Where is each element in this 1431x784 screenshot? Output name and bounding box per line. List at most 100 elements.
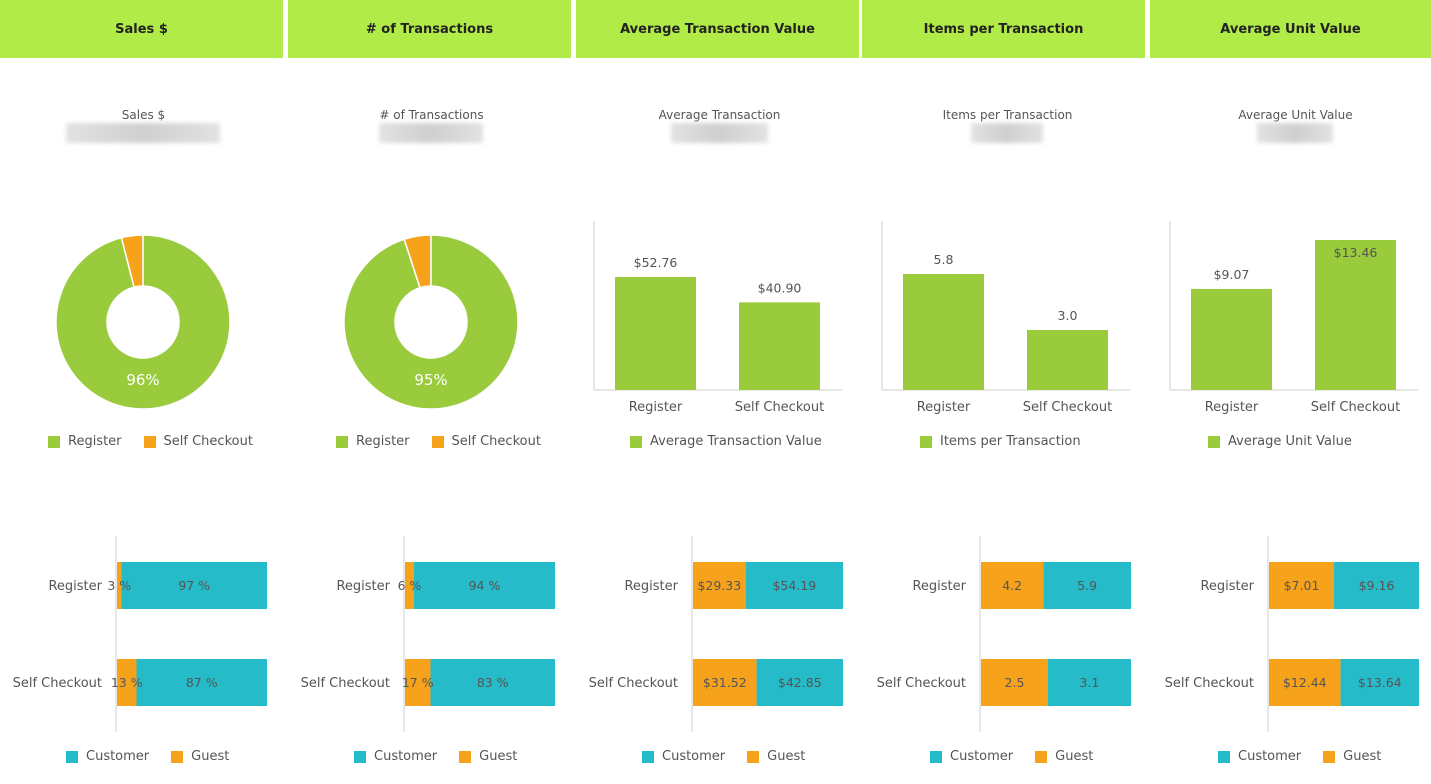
chart-legend: Items per Transaction bbox=[920, 434, 1081, 449]
stacked-segment-guest[interactable] bbox=[1269, 659, 1341, 706]
segment-label-guest: 17 % bbox=[402, 675, 434, 690]
bar-self-checkout[interactable] bbox=[739, 302, 820, 390]
stacked-segment-guest[interactable] bbox=[693, 562, 746, 609]
legend-label: Average Unit Value bbox=[1228, 434, 1352, 449]
legend-item[interactable]: Register bbox=[48, 434, 122, 449]
legend-swatch bbox=[1323, 750, 1336, 763]
legend-swatch bbox=[930, 750, 942, 763]
legend-label: Customer bbox=[950, 749, 1014, 764]
legend-swatch bbox=[1218, 750, 1230, 763]
stacked-bar-chart: Register $29.33 $54.19 Self Checkout $31.52 $… bbox=[589, 536, 843, 732]
stacked-bar-chart: Register $7.01 $9.16 Self Checkout $12.44 $13… bbox=[1165, 536, 1419, 732]
legend-swatch bbox=[143, 435, 156, 448]
stacked-segment-customer[interactable] bbox=[756, 659, 843, 706]
legend-item[interactable]: Average Transaction Value bbox=[630, 434, 822, 449]
kpi-value-redacted bbox=[971, 123, 1043, 143]
x-tick-label: Self Checkout bbox=[1311, 400, 1400, 415]
stacked-segment-guest[interactable] bbox=[117, 562, 122, 609]
legend-item[interactable]: Items per Transaction bbox=[920, 434, 1081, 449]
stacked-bar-chart: Register 3 % 97 % Self Checkout 13 % 87 % bbox=[13, 536, 268, 732]
legend-swatch bbox=[431, 435, 444, 448]
donut-center-label: 96% bbox=[126, 371, 159, 389]
y-tick-label: Register bbox=[48, 579, 102, 594]
bar-value-label: $13.46 bbox=[1334, 245, 1378, 260]
stacked-segment-customer[interactable] bbox=[136, 659, 268, 706]
legend-item[interactable]: Guest bbox=[171, 749, 229, 764]
segment-label-customer: 94 % bbox=[469, 578, 501, 593]
donut-center-label: 95% bbox=[414, 371, 447, 389]
stacked-legend: Customer Guest bbox=[354, 749, 517, 764]
bar-chart: $52.76 Register $40.90 Self Checkout bbox=[593, 221, 842, 415]
stacked-segment-guest[interactable] bbox=[981, 562, 1044, 609]
y-tick-label: Register bbox=[912, 579, 966, 594]
y-tick-label: Self Checkout bbox=[877, 676, 966, 691]
panel-header: Average Unit Value bbox=[1150, 0, 1431, 58]
legend-label: Guest bbox=[1343, 749, 1382, 764]
segment-label-customer: 97 % bbox=[178, 578, 210, 593]
stacked-segment-guest[interactable] bbox=[693, 659, 757, 706]
segment-label-guest: $31.52 bbox=[703, 675, 747, 690]
legend-swatch bbox=[171, 750, 184, 763]
bar-self-checkout[interactable] bbox=[1027, 330, 1108, 390]
stacked-segment-customer[interactable] bbox=[1043, 562, 1131, 609]
legend-item[interactable]: Guest bbox=[459, 749, 517, 764]
bar-self-checkout[interactable] bbox=[1315, 240, 1396, 390]
kpi-label: Average Unit Value bbox=[1238, 108, 1353, 122]
legend-item[interactable]: Guest bbox=[747, 749, 805, 764]
legend-item[interactable]: Customer bbox=[642, 749, 725, 764]
legend-item[interactable]: Guest bbox=[1323, 749, 1381, 764]
x-tick-label: Register bbox=[629, 400, 683, 415]
y-tick-label: Self Checkout bbox=[301, 676, 390, 691]
legend-item[interactable]: Customer bbox=[1218, 749, 1301, 764]
legend-item[interactable]: Customer bbox=[354, 749, 437, 764]
stacked-segment-guest[interactable] bbox=[117, 659, 137, 706]
stacked-segment-customer[interactable] bbox=[1340, 659, 1419, 706]
donut-slice-register[interactable] bbox=[55, 234, 231, 410]
stacked-segment-customer[interactable] bbox=[1047, 659, 1131, 706]
legend-item[interactable]: Average Unit Value bbox=[1208, 434, 1352, 449]
panel-column: Items per Transaction 5.8 Register 3.0 Self … bbox=[864, 58, 1151, 784]
legend-item[interactable]: Self Checkout bbox=[143, 434, 253, 449]
legend-swatch bbox=[920, 435, 932, 448]
stacked-segment-customer[interactable] bbox=[430, 659, 556, 706]
kpi-label: Sales $ bbox=[121, 108, 166, 122]
stacked-segment-customer[interactable] bbox=[414, 562, 555, 609]
segment-label-guest: 6 % bbox=[398, 578, 422, 593]
stacked-legend: Customer Guest bbox=[1218, 749, 1381, 764]
legend-item[interactable]: Self Checkout bbox=[431, 434, 541, 449]
panel-header: Sales $ bbox=[0, 0, 283, 58]
bar-register[interactable] bbox=[615, 276, 696, 390]
panel-column: Average Transaction $52.76 Register $40.90 S… bbox=[576, 58, 863, 784]
legend-item[interactable]: Register bbox=[336, 434, 410, 449]
segment-label-guest: 13 % bbox=[111, 675, 143, 690]
segment-label-guest: $29.33 bbox=[697, 578, 741, 593]
legend-swatch bbox=[66, 750, 78, 763]
donut-slice-register[interactable] bbox=[343, 234, 519, 410]
legend-label: Customer bbox=[86, 749, 150, 764]
bar-register[interactable] bbox=[1191, 288, 1272, 390]
y-tick-label: Register bbox=[1200, 579, 1254, 594]
kpi-value-redacted bbox=[1257, 123, 1333, 143]
legend-item[interactable]: Guest bbox=[1035, 749, 1093, 764]
panel-column: Average Unit Value $9.07 Register $13.46 Sel… bbox=[1152, 58, 1431, 784]
bar-value-label: $52.76 bbox=[634, 255, 678, 270]
bar-register[interactable] bbox=[903, 274, 984, 390]
stacked-segment-customer[interactable] bbox=[121, 562, 268, 609]
legend-label: Items per Transaction bbox=[940, 434, 1081, 449]
legend-label: Guest bbox=[767, 749, 806, 764]
stacked-legend: Customer Guest bbox=[642, 749, 805, 764]
stacked-segment-customer[interactable] bbox=[1334, 562, 1419, 609]
stacked-segment-guest[interactable] bbox=[405, 659, 431, 706]
kpi-label: Average Transaction bbox=[658, 108, 781, 122]
panel-header: Average Transaction Value bbox=[576, 0, 859, 58]
y-tick-label: Register bbox=[624, 579, 678, 594]
legend-item[interactable]: Customer bbox=[930, 749, 1013, 764]
stacked-segment-guest[interactable] bbox=[981, 659, 1048, 706]
stacked-segment-customer[interactable] bbox=[745, 562, 843, 609]
kpi-label: Items per Transaction bbox=[942, 108, 1073, 122]
segment-label-guest: $7.01 bbox=[1284, 578, 1320, 593]
segment-label-guest: 2.5 bbox=[1005, 675, 1025, 690]
stacked-segment-guest[interactable] bbox=[1269, 562, 1335, 609]
legend-item[interactable]: Customer bbox=[66, 749, 149, 764]
stacked-segment-guest[interactable] bbox=[405, 562, 414, 609]
